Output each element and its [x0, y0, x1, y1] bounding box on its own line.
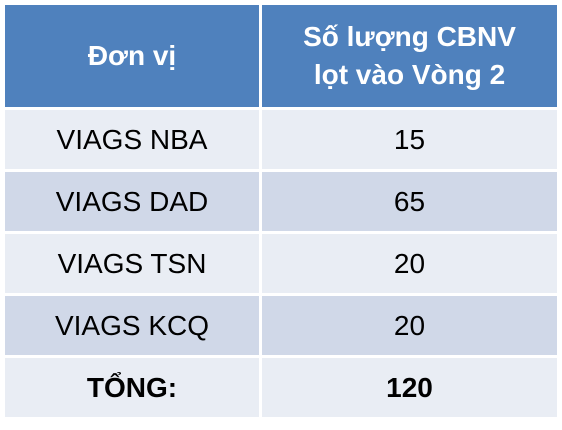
unit-name: VIAGS TSN	[57, 247, 207, 279]
unit-name: VIAGS NBA	[56, 123, 208, 155]
header-cell: Đơn vị	[5, 5, 262, 107]
table-row: VIAGS KCQ 20	[5, 296, 557, 358]
header-text: Đơn vị	[87, 40, 177, 71]
header-text: Số lượng CBNV	[303, 21, 516, 52]
table-cell: VIAGS NBA	[5, 110, 262, 169]
table: Đơn vị Số lượng CBNV lọt vào Vòng 2 VIAG…	[5, 5, 557, 420]
header-row: Đơn vị Số lượng CBNV lọt vào Vòng 2	[5, 5, 557, 110]
total-value: 120	[386, 371, 433, 403]
count: 65	[393, 185, 426, 217]
table-cell: VIAGS DAD	[5, 172, 262, 231]
header-cell: Số lượng CBNV lọt vào Vòng 2	[262, 5, 557, 107]
table-cell: 20	[262, 296, 557, 355]
table-cell: 20	[262, 234, 557, 293]
total-row: TỔNG: 120	[5, 358, 557, 420]
table-cell: 15	[262, 110, 557, 169]
unit-name: VIAGS DAD	[55, 185, 209, 217]
table-cell: VIAGS TSN	[5, 234, 262, 293]
total-label: TỔNG:	[86, 371, 178, 403]
count: 20	[393, 247, 426, 279]
header-text: lọt vào Vòng 2	[313, 59, 506, 90]
table-row: VIAGS DAD 65	[5, 172, 557, 234]
table-row: VIAGS NBA 15	[5, 110, 557, 172]
table-row: VIAGS TSN 20	[5, 234, 557, 296]
count: 15	[393, 123, 426, 155]
total-label-cell: TỔNG:	[5, 358, 262, 417]
count: 20	[393, 309, 426, 341]
table-cell: 65	[262, 172, 557, 231]
table-body: VIAGS NBA 15 VIAGS DAD 65 VIAGS TSN 20 VIAGS K…	[5, 110, 557, 358]
total-value-cell: 120	[262, 358, 557, 417]
unit-name: VIAGS KCQ	[54, 309, 210, 341]
table-cell: VIAGS KCQ	[5, 296, 262, 355]
